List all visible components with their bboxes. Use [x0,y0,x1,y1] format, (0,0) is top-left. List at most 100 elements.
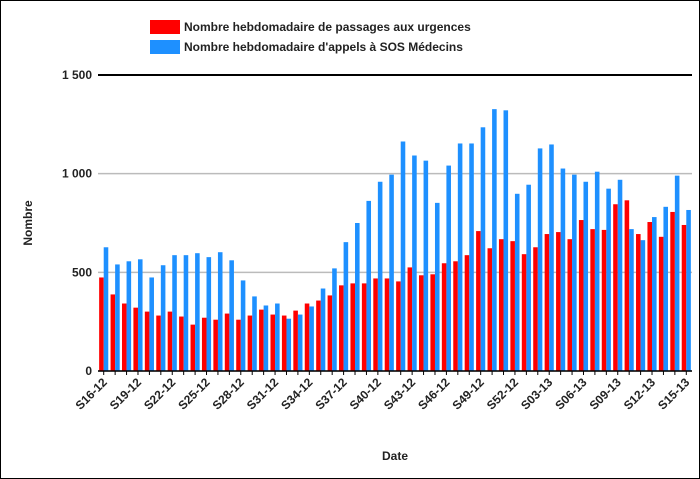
bar [418,275,424,371]
bar [686,209,691,371]
legend-swatch [150,40,180,54]
bar [286,318,292,371]
bar [590,229,595,371]
bar [259,309,264,371]
bar [179,316,184,371]
bar [537,148,543,371]
legend-label: Nombre hebdomadaire de passages aux urge… [184,20,471,34]
bar [144,311,150,371]
bar [663,206,669,371]
bar [430,274,435,371]
bar [533,247,538,371]
bar [160,265,166,371]
bar [636,234,641,371]
bar [240,280,246,371]
bar [521,254,527,371]
bar [510,241,515,371]
bar [583,181,589,371]
bar [316,300,321,371]
bar [332,268,337,371]
bar [133,307,138,371]
bar [629,229,634,371]
bar [229,260,234,371]
bar [480,127,486,371]
bar [476,231,481,371]
bar [190,324,196,371]
bar [640,240,646,371]
bar [407,267,413,371]
bar [167,311,173,371]
bar [434,202,440,371]
bar [115,264,120,371]
y-tick-label: 1 500 [62,68,92,82]
bar [549,144,554,371]
legend-label: Nombre hebdomadaire d'appels à SOS Médec… [184,40,463,54]
bar [275,303,280,371]
bar [343,242,349,371]
bar [110,294,116,371]
bar [617,179,623,371]
bar [400,141,406,371]
bar [556,232,561,371]
bar [304,303,310,371]
bar [514,193,520,371]
bar [366,200,372,371]
bar [121,303,127,371]
bar [213,319,218,371]
bar [217,252,223,371]
bar [658,236,664,371]
bar [126,261,132,371]
bar [526,184,531,371]
bar [373,278,378,371]
bar [544,234,550,371]
bar [441,263,447,371]
bar [224,313,230,371]
bar [236,319,241,371]
bar [172,255,177,371]
bar [389,174,394,371]
bar [578,220,584,371]
bar [606,188,611,371]
bar [647,222,653,371]
bar [297,314,303,371]
bar [572,174,577,371]
bar [361,283,367,371]
bar [281,315,287,371]
bar [423,160,429,371]
bar [624,200,630,371]
bar [149,277,154,371]
bar [137,259,143,371]
bar [320,288,326,371]
bar [674,175,680,371]
bar [652,217,657,371]
bar [183,255,189,371]
bar [498,239,504,371]
bar [252,296,257,371]
bar [339,285,344,371]
bar [453,261,458,371]
bar [613,204,618,371]
bar [201,317,207,371]
bar [384,278,390,371]
bar [670,211,675,371]
bar [446,165,451,371]
legend-swatch [150,20,180,34]
bar [195,253,200,371]
bar [601,229,607,371]
bar [377,181,383,371]
y-tick-label: 500 [72,265,92,279]
y-axis-label: Nombre [21,200,35,246]
bar [247,315,253,371]
bar [206,257,212,371]
bar [412,155,417,371]
bar [309,306,314,371]
bar [355,223,360,371]
x-axis-label: Date [382,449,408,463]
bar [293,310,298,371]
bar [681,224,687,371]
bar [469,143,474,371]
bar [457,143,463,371]
bar [492,109,497,371]
